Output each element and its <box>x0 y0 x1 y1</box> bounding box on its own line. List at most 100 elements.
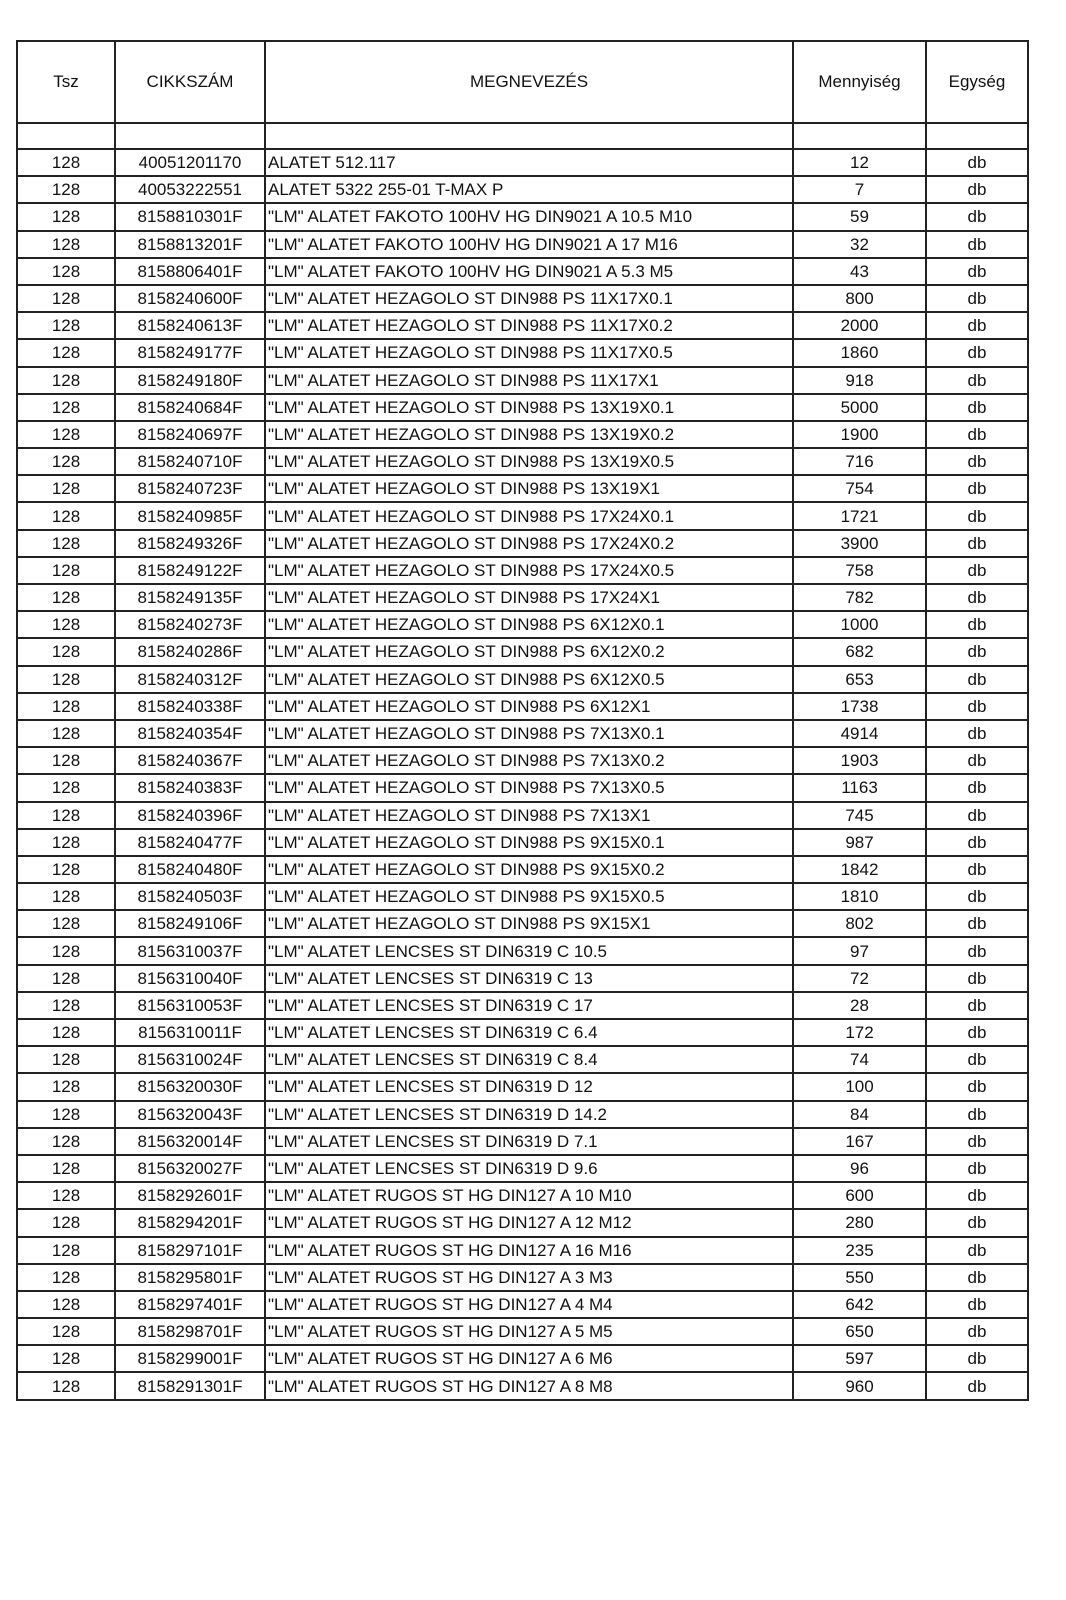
cell-cikkszam: 8156320027F <box>114 1153 266 1184</box>
cell-megnevezes: "LM" ALATET FAKOTO 100HV HG DIN9021 A 10… <box>264 202 794 232</box>
cell-megnevezes: "LM" ALATET HEZAGOLO ST DIN988 PS 11X17X… <box>264 311 794 341</box>
cell-mennyiseg: 650 <box>792 1317 927 1347</box>
cell-cikkszam: 8158249135F <box>114 582 266 613</box>
table-row: 128 8158240985F "LM" ALATET HEZAGOLO ST DI… <box>16 501 1029 531</box>
cell-egyseg: db <box>925 800 1029 830</box>
cell-egyseg: db <box>925 1344 1029 1374</box>
table-row: 128 8156320014F "LM" ALATET LENCSES ST DIN… <box>16 1126 1029 1156</box>
cell-megnevezes: "LM" ALATET LENCSES ST DIN6319 C 6.4 <box>264 1017 794 1048</box>
header-mennyiseg: Mennyiség <box>792 40 927 124</box>
cell-megnevezes: "LM" ALATET LENCSES ST DIN6319 D 12 <box>264 1072 794 1102</box>
cell-mennyiseg: 84 <box>792 1099 927 1129</box>
cell-cikkszam: 8158295801F <box>114 1262 266 1292</box>
table-row: 128 8158240367F "LM" ALATET HEZAGOLO ST DI… <box>16 746 1029 776</box>
cell-cikkszam: 8158240383F <box>114 773 266 803</box>
cell-megnevezes: "LM" ALATET RUGOS ST HG DIN127 A 5 M5 <box>264 1317 794 1347</box>
cell-egyseg: db <box>925 1099 1029 1129</box>
table-row: 128 8158240396F "LM" ALATET HEZAGOLO ST DI… <box>16 800 1029 830</box>
table-row: 128 8158249177F "LM" ALATET HEZAGOLO ST DI… <box>16 338 1029 368</box>
cell-mennyiseg: 43 <box>792 256 927 286</box>
cell-cikkszam: 8158240480F <box>114 854 266 885</box>
cell-egyseg: db <box>925 990 1029 1021</box>
header-egyseg: Egység <box>925 40 1029 124</box>
cell-mennyiseg: 782 <box>792 582 927 613</box>
cell-mennyiseg: 987 <box>792 827 927 857</box>
table-row: 128 8158240710F "LM" ALATET HEZAGOLO ST DI… <box>16 447 1029 477</box>
cell-cikkszam: 8158240684F <box>114 392 266 422</box>
cell-megnevezes: "LM" ALATET HEZAGOLO ST DIN988 PS 11X17X… <box>264 283 794 314</box>
table-body: 128 40051201170 ALATET 512.117 12 db 128 40053… <box>16 122 1029 1401</box>
table-row: 128 40051201170 ALATET 512.117 12 db <box>16 147 1029 178</box>
cell-egyseg: db <box>925 746 1029 776</box>
table-row: 128 8158249135F "LM" ALATET HEZAGOLO ST DI… <box>16 582 1029 613</box>
cell-mennyiseg: 1738 <box>792 691 927 721</box>
table-row: 128 8158240613F "LM" ALATET HEZAGOLO ST DI… <box>16 311 1029 341</box>
cell-tsz: 128 <box>16 718 116 749</box>
cell-megnevezes: ALATET 5322 255-01 T-MAX P <box>264 175 794 205</box>
cell-tsz: 128 <box>16 1371 116 1401</box>
cell-egyseg: db <box>925 1017 1029 1048</box>
cell-cikkszam: 8156320014F <box>114 1126 266 1156</box>
cell-megnevezes: "LM" ALATET HEZAGOLO ST DIN988 PS 9X15X0… <box>264 882 794 912</box>
cell-mennyiseg: 1842 <box>792 854 927 885</box>
table-row: 128 8158240354F "LM" ALATET HEZAGOLO ST DI… <box>16 718 1029 749</box>
cell-tsz: 128 <box>16 854 116 885</box>
cell-egyseg: db <box>925 175 1029 205</box>
cell-mennyiseg: 96 <box>792 1153 927 1184</box>
table-row: 128 8158240273F "LM" ALATET HEZAGOLO ST DI… <box>16 610 1029 640</box>
cell-egyseg: db <box>925 365 1029 395</box>
cell-tsz: 128 <box>16 555 116 586</box>
cell-egyseg: db <box>925 610 1029 640</box>
cell-egyseg: db <box>925 718 1029 749</box>
cell-mennyiseg: 1900 <box>792 419 927 450</box>
cell-megnevezes: "LM" ALATET HEZAGOLO ST DIN988 PS 9X15X1 <box>264 909 794 939</box>
cell-cikkszam: 8158249177F <box>114 338 266 368</box>
cell-megnevezes: "LM" ALATET RUGOS ST HG DIN127 A 8 M8 <box>264 1371 794 1401</box>
table-row: 128 8158240383F "LM" ALATET HEZAGOLO ST DI… <box>16 773 1029 803</box>
table-row: 128 8156310037F "LM" ALATET LENCSES ST DIN… <box>16 936 1029 966</box>
table-row: 128 8156320043F "LM" ALATET LENCSES ST DIN… <box>16 1099 1029 1129</box>
table-row: 128 8156310011F "LM" ALATET LENCSES ST DIN… <box>16 1017 1029 1048</box>
cell-megnevezes: "LM" ALATET FAKOTO 100HV HG DIN9021 A 17… <box>264 229 794 259</box>
cell-cikkszam: 8158240367F <box>114 746 266 776</box>
table-row: 128 8158299001F "LM" ALATET RUGOS ST HG DI… <box>16 1344 1029 1374</box>
cell-tsz: 128 <box>16 882 116 912</box>
cell-egyseg: db <box>925 1208 1029 1238</box>
cell-mennyiseg: 74 <box>792 1045 927 1075</box>
cell-egyseg: db <box>925 936 1029 966</box>
cell-cikkszam: 8158806401F <box>114 256 266 286</box>
cell-egyseg: db <box>925 283 1029 314</box>
cell-tsz: 128 <box>16 202 116 232</box>
cell-cikkszam: 8158298701F <box>114 1317 266 1347</box>
cell-mennyiseg: 2000 <box>792 311 927 341</box>
cell-tsz: 128 <box>16 392 116 422</box>
table-row: 128 8156320027F "LM" ALATET LENCSES ST DIN… <box>16 1153 1029 1184</box>
table-row: 128 8156310053F "LM" ALATET LENCSES ST DIN… <box>16 990 1029 1021</box>
cell-megnevezes: "LM" ALATET RUGOS ST HG DIN127 A 16 M16 <box>264 1235 794 1265</box>
header-row: Tsz CIKKSZÁM MEGNEVEZÉS Mennyiség Egység <box>16 40 1029 124</box>
cell-cikkszam: 8158249106F <box>114 909 266 939</box>
cell-cikkszam: 8158297401F <box>114 1289 266 1320</box>
cell-megnevezes: "LM" ALATET LENCSES ST DIN6319 C 8.4 <box>264 1045 794 1075</box>
cell-cikkszam: 8156310053F <box>114 990 266 1021</box>
cell-mennyiseg: 597 <box>792 1344 927 1374</box>
cell-cikkszam: 8158299001F <box>114 1344 266 1374</box>
cell-mennyiseg: 32 <box>792 229 927 259</box>
cell-tsz: 128 <box>16 936 116 966</box>
cell-megnevezes: "LM" ALATET HEZAGOLO ST DIN988 PS 9X15X0… <box>264 854 794 885</box>
cell-cikkszam: 8158249122F <box>114 555 266 586</box>
table-row: 128 8158249122F "LM" ALATET HEZAGOLO ST DI… <box>16 555 1029 586</box>
table-row: 128 8158292601F "LM" ALATET RUGOS ST HG DI… <box>16 1181 1029 1211</box>
cell-tsz: 128 <box>16 909 116 939</box>
table-row: 128 8158295801F "LM" ALATET RUGOS ST HG DI… <box>16 1262 1029 1292</box>
cell-tsz: 128 <box>16 963 116 993</box>
cell-mennyiseg: 1860 <box>792 338 927 368</box>
cell-egyseg: db <box>925 854 1029 885</box>
cell-megnevezes: "LM" ALATET HEZAGOLO ST DIN988 PS 13X19X… <box>264 419 794 450</box>
cell-cikkszam: 8156320043F <box>114 1099 266 1129</box>
cell-tsz: 128 <box>16 1072 116 1102</box>
cell-cikkszam: 8158240273F <box>114 610 266 640</box>
cell-egyseg: db <box>925 338 1029 368</box>
cell-cikkszam: 8158240503F <box>114 882 266 912</box>
cell-tsz: 128 <box>16 447 116 477</box>
